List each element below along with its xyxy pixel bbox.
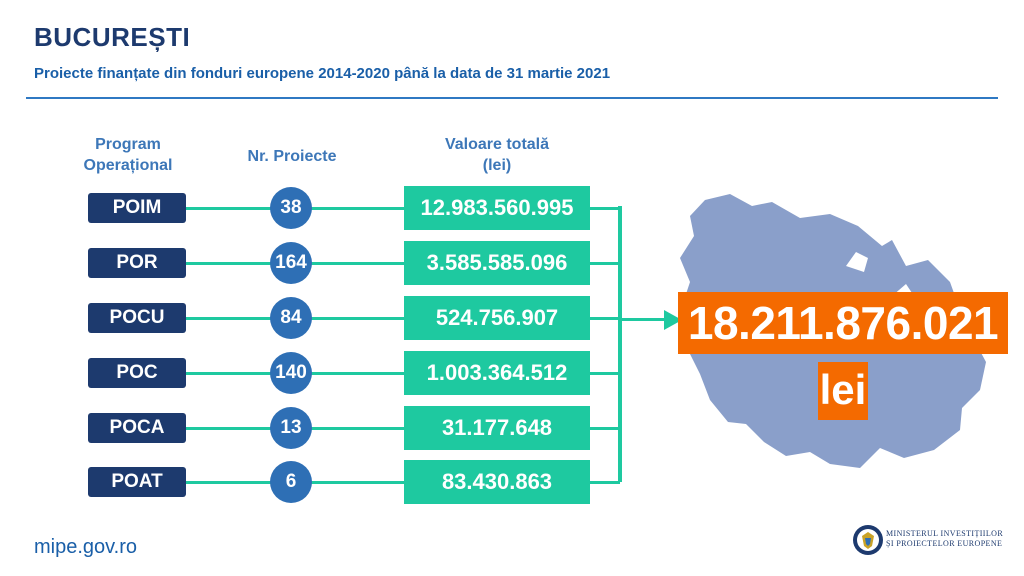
- projects-count: 6: [270, 461, 312, 503]
- arrow-head-icon: [664, 310, 682, 330]
- ministry-name-line1: MINISTERUL INVESTIȚIILOR: [886, 529, 1004, 538]
- projects-count: 38: [270, 187, 312, 229]
- total-value-cell: 1.003.364.512: [404, 351, 590, 395]
- column-header-value: Valoare totală (lei): [404, 134, 590, 176]
- row-connector-line: [140, 262, 620, 265]
- row-connector-line: [140, 317, 620, 320]
- program-label-poc: POC: [88, 358, 186, 388]
- total-value: 18.211.876.021: [678, 292, 1008, 354]
- program-label-poca: POCA: [88, 413, 186, 443]
- arrow-line: [620, 318, 670, 321]
- projects-count: 140: [270, 352, 312, 394]
- ministry-name-line2: ȘI PROIECTELOR EUROPENE: [886, 539, 1003, 548]
- page-subtitle: Proiecte finanțate din fonduri europene …: [34, 65, 611, 82]
- projects-count: 164: [270, 242, 312, 284]
- column-header-program: Program Operațional: [68, 134, 188, 176]
- column-header-value-line2: (lei): [482, 157, 512, 174]
- bracket-line: [618, 206, 622, 482]
- romania-coat-of-arms-icon: [853, 525, 883, 555]
- total-unit: lei: [818, 362, 868, 420]
- total-value-cell: 12.983.560.995: [404, 186, 590, 230]
- program-label-pocu: POCU: [88, 303, 186, 333]
- total-value-cell: 3.585.585.096: [404, 241, 590, 285]
- total-value-cell: 524.756.907: [404, 296, 590, 340]
- column-header-projects: Nr. Proiecte: [247, 148, 337, 165]
- footer-link[interactable]: mipe.gov.ro: [34, 536, 138, 558]
- program-label-poim: POIM: [88, 193, 186, 223]
- column-header-value-line1: Valoare totală: [444, 136, 550, 153]
- projects-count: 84: [270, 297, 312, 339]
- page-title: BUCUREȘTI: [34, 22, 191, 52]
- row-connector-line: [140, 207, 620, 210]
- column-header-program-line2: Operațional: [83, 157, 173, 174]
- projects-count: 13: [270, 407, 312, 449]
- column-header-program-line1: Program: [95, 136, 161, 153]
- row-connector-line: [140, 372, 620, 375]
- row-connector-line: [140, 427, 620, 430]
- program-label-poat: POAT: [88, 467, 186, 497]
- program-label-por: POR: [88, 248, 186, 278]
- total-value-cell: 83.430.863: [404, 460, 590, 504]
- total-value-cell: 31.177.648: [404, 406, 590, 450]
- header-divider: [26, 97, 998, 99]
- row-connector-line: [140, 481, 620, 484]
- ministry-name: MINISTERUL INVESTIȚIILOR ȘI PROIECTELOR …: [886, 529, 1003, 549]
